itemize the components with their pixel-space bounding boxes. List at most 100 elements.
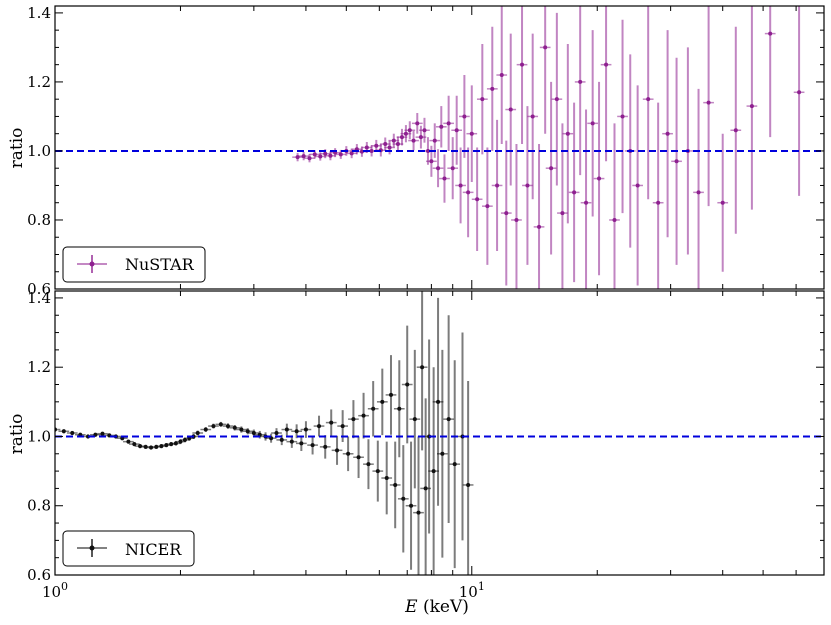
nustar-point-marker <box>458 183 463 188</box>
nicer-point <box>449 360 461 569</box>
nustar-point-marker <box>656 200 661 205</box>
nustar-point-marker <box>432 138 437 143</box>
nustar-point <box>335 149 347 159</box>
nustar-point-marker <box>395 142 400 147</box>
nustar-point-marker <box>422 128 427 133</box>
nustar-point <box>511 144 522 289</box>
nustar-point-marker <box>572 190 577 195</box>
nicer-point-marker <box>431 469 436 474</box>
nicer-legend-marker <box>77 539 107 557</box>
nicer-point <box>208 423 219 429</box>
nicer-y-tick-label: 1.0 <box>27 427 51 445</box>
nicer-point-marker <box>388 392 393 397</box>
nicer-point-marker <box>351 417 356 422</box>
nustar-point-marker <box>768 31 773 36</box>
nustar-point <box>642 6 654 200</box>
nicer-point-marker <box>218 422 223 427</box>
nustar-point-marker <box>301 154 306 159</box>
nustar-point-marker <box>436 166 441 171</box>
nustar-point-marker <box>584 200 589 205</box>
nicer-point-marker <box>61 429 66 434</box>
nicer-point <box>222 423 234 429</box>
nustar-panel: 0.6 0.8 1.0 1.2 1.4 ratio NuSTAR <box>7 4 825 298</box>
nustar-point-marker <box>530 114 535 119</box>
nustar-point-marker <box>312 152 317 157</box>
nicer-point-marker <box>299 441 304 446</box>
nustar-point-marker <box>635 183 640 188</box>
nicer-point <box>295 435 307 452</box>
nicer-y-tick-label: 1.4 <box>27 289 51 307</box>
nicer-point-marker <box>380 399 385 404</box>
nustar-point <box>451 95 463 165</box>
nicer-point-marker <box>356 455 361 460</box>
nustar-point <box>545 81 557 255</box>
nustar-point <box>617 19 628 214</box>
nustar-point <box>500 140 512 286</box>
nicer-legend-dot <box>89 545 95 551</box>
nustar-point <box>516 6 528 145</box>
nicer-point-marker <box>440 451 445 456</box>
nustar-point-marker <box>391 138 396 143</box>
nustar-point <box>346 148 358 159</box>
nicer-point <box>358 392 369 439</box>
nicer-point-marker <box>225 424 230 429</box>
nustar-point <box>527 33 539 200</box>
nustar-point <box>432 149 444 188</box>
nustar-point-marker <box>543 45 548 50</box>
nustar-point <box>447 137 459 200</box>
nicer-point-marker <box>232 425 237 430</box>
nicer-point <box>342 436 354 472</box>
nicer-axes-frame <box>54 290 825 576</box>
nustar-point <box>298 151 310 161</box>
nustar-point-marker <box>462 114 467 119</box>
nustar-point-marker <box>374 143 379 148</box>
nicer-point-marker <box>239 427 244 432</box>
nustar-point <box>793 6 805 196</box>
nustar-point-marker <box>383 142 388 147</box>
nustar-point <box>459 75 470 158</box>
nustar-point <box>439 154 450 203</box>
nicer-point <box>367 381 379 437</box>
nicer-point-marker <box>323 444 328 449</box>
nicer-point <box>265 433 277 443</box>
nustar-point-marker <box>495 183 500 188</box>
nustar-point <box>557 123 568 289</box>
nustar-point-marker <box>604 62 609 67</box>
nicer-legend: NICER <box>62 530 195 567</box>
nicer-point-marker <box>340 424 345 429</box>
nustar-point <box>539 6 551 134</box>
nicer-point <box>462 381 474 575</box>
nustar-point-marker <box>480 97 485 102</box>
nustar-point <box>496 6 508 145</box>
nicer-point-marker <box>452 462 457 467</box>
nicer-point-marker <box>393 482 398 487</box>
nustar-point <box>662 30 673 238</box>
nicer-point-marker <box>335 448 340 453</box>
nustar-point <box>443 95 454 151</box>
nustar-point-marker <box>387 145 392 150</box>
nustar-point <box>730 26 742 234</box>
nicer-point <box>66 430 78 436</box>
nicer-point-marker <box>346 451 351 456</box>
nicer-point-marker <box>436 399 441 404</box>
nustar-axes-frame <box>54 5 825 290</box>
nustar-data-points <box>292 6 805 289</box>
nustar-point-marker <box>554 97 559 102</box>
nustar-point-marker <box>490 86 495 91</box>
nustar-point-marker <box>749 104 754 109</box>
nustar-point <box>764 6 776 138</box>
nustar-point <box>486 26 498 151</box>
nustar-point <box>574 6 586 176</box>
nustar-point-marker <box>318 154 323 159</box>
nicer-point <box>215 421 227 427</box>
nicer-point <box>348 400 359 439</box>
nustar-point-marker <box>399 135 404 140</box>
nustar-axis-ticks: 0.6 0.8 1.0 1.2 1.4 <box>27 4 825 298</box>
nustar-point-marker <box>469 131 474 136</box>
nicer-point-marker <box>203 427 208 432</box>
nustar-point-marker <box>549 166 554 171</box>
nustar-point <box>462 147 474 238</box>
nustar-point-marker <box>411 138 416 143</box>
nicer-point-marker <box>132 442 137 447</box>
